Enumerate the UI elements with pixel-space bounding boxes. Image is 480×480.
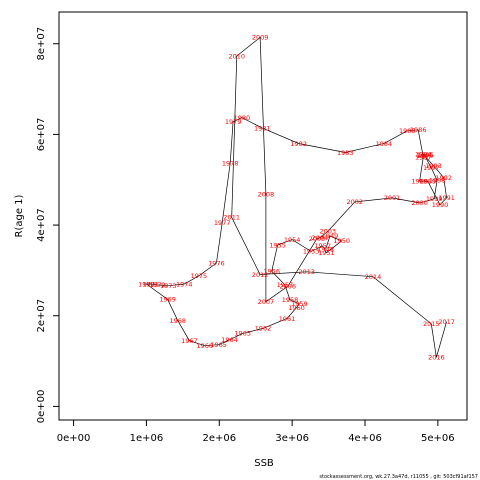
- point-label-1948: 1948: [317, 245, 334, 253]
- point-label-1981: 1981: [254, 124, 271, 132]
- point-label-1952: 1952: [314, 242, 331, 250]
- point-label-1979: 1979: [225, 118, 242, 126]
- y-axis-title: R(age 1): [14, 194, 25, 237]
- point-label-1962: 1962: [255, 325, 272, 333]
- point-label-1973: 1973: [160, 282, 177, 290]
- point-label-1961: 1961: [279, 315, 296, 323]
- point-label-1995: 1995: [417, 151, 434, 159]
- point-label-1978: 1978: [222, 159, 239, 167]
- point-label-1955: 1955: [269, 241, 286, 249]
- point-label-1999: 1999: [426, 195, 443, 203]
- y-tick-label: 2e+07: [36, 299, 47, 333]
- point-label-1992: 1992: [435, 174, 452, 182]
- point-label-1993: 1993: [425, 162, 442, 170]
- point-label-2010: 2010: [229, 52, 246, 60]
- point-label-2009: 2009: [252, 34, 269, 42]
- point-label-1985: 1985: [399, 127, 416, 135]
- point-label-1969: 1969: [159, 296, 176, 304]
- point-label-1971: 1971: [143, 280, 160, 288]
- y-tick-label: 0e+00: [36, 390, 47, 424]
- point-label-1986: 1986: [410, 126, 427, 134]
- point-label-1954: 1954: [284, 236, 301, 244]
- point-label-1984: 1984: [376, 140, 393, 148]
- point-label-2001: 2001: [384, 194, 401, 202]
- point-label-1966: 1966: [196, 342, 213, 350]
- point-label-1988: 1988: [411, 177, 428, 185]
- point-label-1996: 1996: [416, 152, 433, 160]
- point-label-1994: 1994: [415, 151, 432, 159]
- point-label-1983: 1983: [337, 149, 354, 157]
- x-tick-label: 4e+06: [348, 433, 382, 444]
- point-label-1980: 1980: [234, 114, 251, 122]
- point-label-1990: 1990: [432, 201, 449, 209]
- x-axis: 0e+00 1e+06 2e+06 3e+06 4e+06 5e+06: [57, 420, 455, 444]
- point-label-2014: 2014: [365, 273, 382, 281]
- x-axis-title: SSB: [254, 458, 274, 469]
- plot-frame: [58, 11, 468, 421]
- point-label-2008: 2008: [258, 191, 275, 199]
- point-label-1959: 1959: [291, 300, 308, 308]
- x-tick-label: 5e+06: [421, 433, 455, 444]
- point-label-2015: 2015: [423, 320, 440, 328]
- point-label-1997: 1997: [423, 164, 440, 172]
- point-label-1953: 1953: [303, 248, 320, 256]
- y-tick-label: 6e+07: [36, 118, 47, 152]
- point-label-1974: 1974: [176, 280, 193, 288]
- point-label-2011: 2011: [223, 214, 240, 222]
- point-label-1957: 1957: [277, 281, 294, 289]
- point-label-1987: 1987: [415, 153, 432, 161]
- x-tick-label: 0e+00: [57, 433, 91, 444]
- point-label-1982: 1982: [290, 140, 307, 148]
- point-label-1949: 1949: [322, 232, 339, 240]
- y-axis: 0e+00 2e+07 4e+07 6e+07 8e+07: [36, 27, 59, 423]
- point-label-1977: 1977: [214, 219, 231, 227]
- point-label-1958: 1958: [282, 296, 299, 304]
- point-label-1998: 1998: [429, 177, 446, 185]
- point-label-1967: 1967: [181, 337, 198, 345]
- point-label-1976: 1976: [208, 259, 225, 267]
- point-label-2006: 2006: [280, 283, 297, 291]
- point-label-2002: 2002: [347, 198, 364, 206]
- point-label-1989: 1989: [419, 177, 436, 185]
- point-label-1964: 1964: [221, 336, 238, 344]
- point-label-2007: 2007: [258, 298, 275, 306]
- point-label-2005: 2005: [309, 235, 326, 243]
- point-label-1968: 1968: [170, 317, 187, 325]
- point-label-2013: 2013: [298, 268, 315, 276]
- point-label-2003: 2003: [320, 228, 337, 236]
- point-label-1970: 1970: [138, 280, 155, 288]
- point-label-1951: 1951: [318, 249, 335, 257]
- series-line: [145, 36, 447, 358]
- point-label-1965: 1965: [210, 341, 227, 349]
- y-tick-label: 8e+07: [36, 27, 47, 61]
- point-label-1975: 1975: [191, 272, 208, 280]
- x-tick-label: 3e+06: [275, 433, 309, 444]
- point-label-1972: 1972: [149, 281, 166, 289]
- y-tick-label: 4e+07: [36, 208, 47, 242]
- footer-text: stockassessment.org, wk.27.3a47d, r11055…: [319, 474, 478, 480]
- point-label-1960: 1960: [288, 304, 305, 312]
- point-label-1991: 1991: [438, 194, 455, 202]
- point-label-2012: 2012: [252, 271, 269, 279]
- point-label-2017: 2017: [438, 318, 455, 326]
- point-label-2016: 2016: [428, 354, 445, 362]
- x-tick-label: 1e+06: [130, 433, 164, 444]
- point-label-1950: 1950: [333, 237, 350, 245]
- point-label-2004: 2004: [312, 234, 329, 242]
- point-label-1956: 1956: [263, 268, 280, 276]
- point-label-1963: 1963: [234, 330, 251, 338]
- point-label-2000: 2000: [411, 199, 428, 207]
- x-tick-label: 2e+06: [202, 433, 236, 444]
